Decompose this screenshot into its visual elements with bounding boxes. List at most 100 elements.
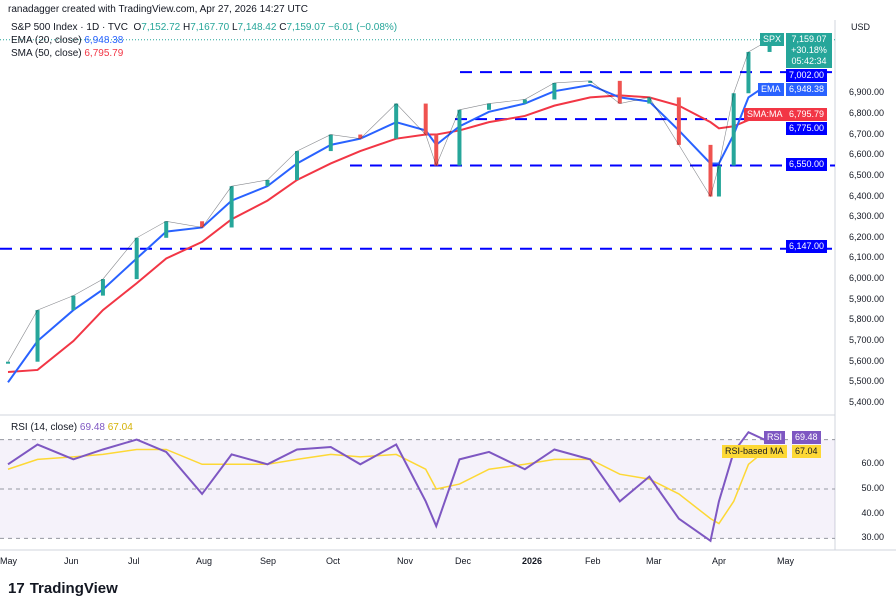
sma-line xyxy=(7,94,770,374)
low-label: L xyxy=(231,22,238,33)
time-tick: Apr xyxy=(712,556,727,566)
candle xyxy=(265,179,270,187)
candle xyxy=(731,93,736,166)
rsi-legend[interactable]: RSI (14, close) 69.48 67.04 xyxy=(11,422,133,434)
rsi-line xyxy=(7,430,770,543)
candle xyxy=(423,103,428,135)
price-tick: 5,500.00 xyxy=(848,376,884,387)
price-tick: 6,600.00 xyxy=(848,149,884,160)
candle xyxy=(552,82,557,100)
currency-label[interactable]: USD xyxy=(851,22,871,32)
ema-legend[interactable]: EMA (20, close) 6,948.38 xyxy=(11,35,123,47)
tradingview-logo[interactable]: 17 TradingView xyxy=(8,580,118,597)
time-tick: May xyxy=(0,556,18,566)
price-tick: 6,200.00 xyxy=(848,231,884,242)
rsi-tick: 60.00 xyxy=(861,458,884,469)
sma-price-tag: 6,795.79 xyxy=(786,108,828,121)
price-tick: 5,400.00 xyxy=(848,397,884,407)
time-tick: 2026 xyxy=(522,556,543,566)
open-value: 7,152.72 xyxy=(141,22,181,33)
candle xyxy=(295,151,300,180)
change-value: −6.01 (−0.08%) xyxy=(328,22,398,33)
candle xyxy=(35,310,40,362)
candle xyxy=(588,80,593,83)
candle xyxy=(6,361,10,364)
rsi-legend-label: RSI (14, close) xyxy=(11,422,78,433)
price-tick: 6,000.00 xyxy=(848,273,884,284)
ema-line xyxy=(7,82,771,383)
sma-legend[interactable]: SMA (50, close) 6,795.79 xyxy=(11,48,123,60)
candle xyxy=(358,134,363,139)
price-tick: 6,100.00 xyxy=(848,252,884,263)
price-tick: 5,800.00 xyxy=(848,314,884,325)
price-tick: 6,900.00 xyxy=(848,87,884,98)
time-tick: Sep xyxy=(260,556,277,566)
last-price-tag: 7,159.07 +30.18% 05:42:34 xyxy=(786,33,832,68)
ohlc-legend: S&P 500 Index · 1D · TVC O7,152.72 H7,16… xyxy=(11,22,397,34)
level-tag-6550: 6,550.00 xyxy=(786,158,828,171)
candle xyxy=(100,279,105,296)
candle xyxy=(200,221,205,228)
price-tick: 6,700.00 xyxy=(848,128,884,139)
time-tick: Mar xyxy=(646,556,662,566)
price-tick: 6,300.00 xyxy=(848,211,884,222)
rsi-tick: 50.00 xyxy=(861,483,884,493)
price-tick: 5,900.00 xyxy=(848,293,884,304)
time-tick: Nov xyxy=(397,556,414,566)
high-label: H xyxy=(182,22,191,33)
ema-tag: EMA xyxy=(758,83,784,96)
time-tick: Dec xyxy=(455,556,472,566)
rsi-value-tag: 69.48 xyxy=(792,431,821,444)
candle xyxy=(457,109,462,166)
credit-line: ranadagger created with TradingView.com,… xyxy=(8,4,308,15)
rsi-ma-value-tag: 67.04 xyxy=(792,445,821,458)
high-value: 7,167.70 xyxy=(190,22,230,33)
price-tick: 6,400.00 xyxy=(848,190,884,201)
level-tag-7002: 7,002.00 xyxy=(786,69,828,82)
candle xyxy=(746,51,751,94)
ema-legend-value: 6,948.38 xyxy=(84,35,124,46)
time-tick: Aug xyxy=(196,556,213,566)
bar-countdown: 05:42:34 xyxy=(791,56,827,66)
time-tick: Feb xyxy=(585,556,601,566)
symbol-label[interactable]: S&P 500 Index · 1D · TVC xyxy=(11,22,128,33)
candle xyxy=(617,80,622,104)
time-tick: May xyxy=(777,556,795,566)
rsi-ma-line xyxy=(7,446,771,525)
rsi-ma-legend-value: 67.04 xyxy=(107,422,133,433)
candle xyxy=(394,103,399,139)
time-tick: Jun xyxy=(64,556,79,566)
brand-name: TradingView xyxy=(29,580,118,597)
last-price: 7,159.07 xyxy=(791,34,827,44)
price-tick: 5,700.00 xyxy=(848,335,884,346)
last-change: +30.18% xyxy=(791,45,827,55)
rsi-ma-tag: RSI-based MA xyxy=(722,445,787,458)
rsi-tick: 40.00 xyxy=(861,507,884,518)
low-value: 7,148.42 xyxy=(237,22,277,33)
candle xyxy=(71,295,76,311)
price-tick: 6,500.00 xyxy=(848,169,884,180)
candle xyxy=(716,165,721,197)
candle xyxy=(164,221,169,238)
candle xyxy=(647,97,652,104)
candle xyxy=(486,103,491,110)
ema-legend-label: EMA (20, close) xyxy=(11,35,82,46)
price-tick: 6,800.00 xyxy=(848,107,884,118)
level-tag-6775: 6,775.00 xyxy=(786,122,828,135)
candle xyxy=(229,186,234,228)
price-tick: 5,600.00 xyxy=(848,355,884,366)
ema-price-tag: 6,948.38 xyxy=(786,83,828,96)
candle xyxy=(434,134,439,166)
rsi-legend-value: 69.48 xyxy=(79,422,105,433)
spx-tag: SPX xyxy=(760,33,785,46)
level-tag-6147: 6,147.00 xyxy=(786,240,828,253)
price-line xyxy=(7,39,770,362)
tradingview-logo-icon: 17 xyxy=(8,580,25,597)
candle xyxy=(676,97,681,145)
time-tick: Jul xyxy=(128,556,140,566)
candle xyxy=(328,134,333,152)
candle xyxy=(522,99,527,104)
candle xyxy=(708,144,713,197)
